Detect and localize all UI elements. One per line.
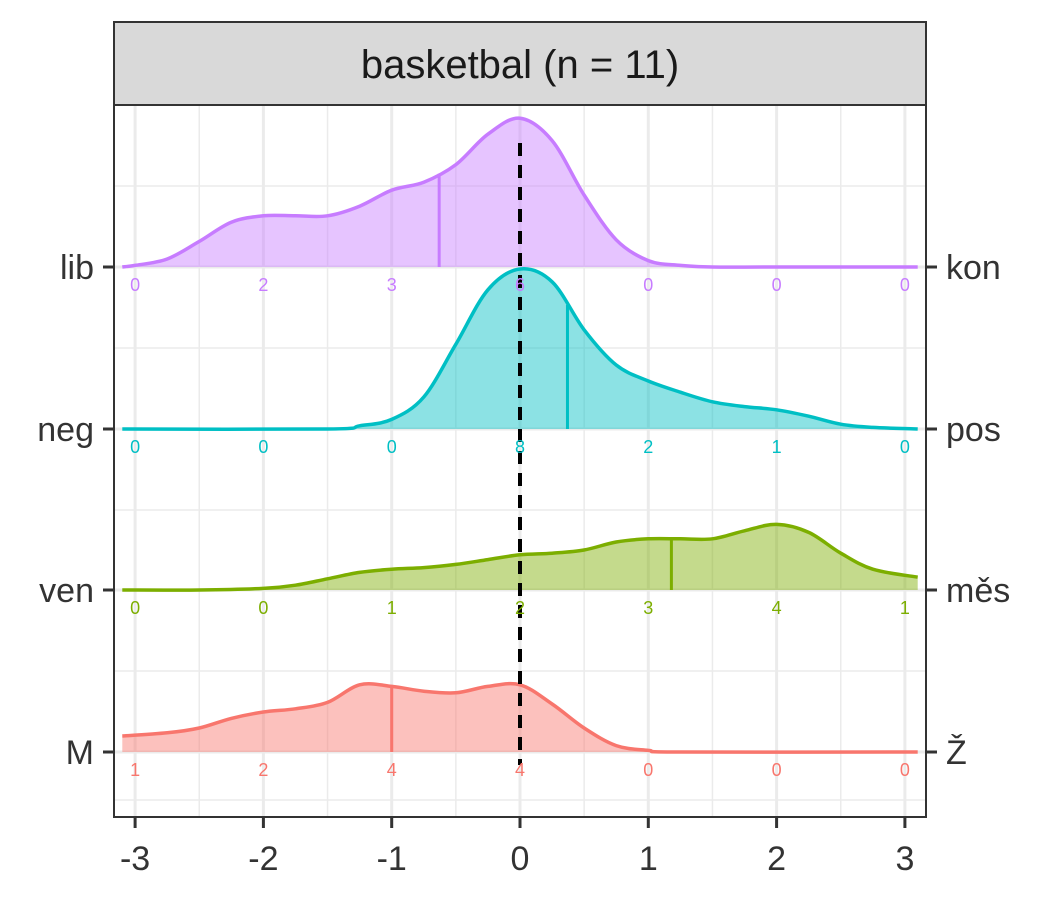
y-tick-label-left: ven (39, 572, 94, 610)
y-tick-label-left: lib (60, 249, 94, 287)
count-label-ven: 4 (772, 598, 782, 618)
x-tick-label: 2 (767, 840, 786, 878)
x-tick-label: -2 (248, 840, 278, 878)
x-tick-label: 0 (511, 840, 530, 878)
y-tick-label-right: pos (946, 411, 1001, 449)
count-label-M: 4 (387, 760, 397, 780)
count-label-lib: 0 (772, 275, 782, 295)
count-label-neg: 2 (643, 437, 653, 457)
y-tick-label-right: Ž (946, 734, 967, 772)
count-label-M: 2 (258, 760, 268, 780)
count-label-ven: 1 (387, 598, 397, 618)
count-label-lib: 0 (643, 275, 653, 295)
facet-strip (113, 21, 927, 106)
count-label-neg: 8 (515, 437, 525, 457)
count-label-M: 4 (515, 760, 525, 780)
count-label-lib: 6 (515, 275, 525, 295)
x-tick-label: -3 (120, 840, 150, 878)
y-tick-label-left: M (66, 734, 94, 772)
count-label-ven: 1 (900, 598, 910, 618)
count-label-lib: 2 (258, 275, 268, 295)
density-line-lib (122, 116, 918, 269)
axes: lib kon neg pos ven měs M Ž -3 -2 -1 0 1 2 3 (37, 249, 1010, 878)
count-label-ven: 3 (643, 598, 653, 618)
density-line-M (122, 681, 918, 754)
count-label-M: 0 (643, 760, 653, 780)
count-label-ven: 2 (515, 598, 525, 618)
density-line-neg (122, 267, 918, 431)
density-line-ven (122, 522, 918, 592)
count-label-ven: 0 (258, 598, 268, 618)
count-label-neg: 0 (130, 437, 140, 457)
count-label-lib: 0 (900, 275, 910, 295)
count-label-neg: 0 (387, 437, 397, 457)
y-tick-label-right: kon (946, 249, 1001, 287)
count-label-neg: 1 (772, 437, 782, 457)
count-label-lib: 3 (387, 275, 397, 295)
count-label-ven: 0 (130, 598, 140, 618)
x-tick-label: 1 (639, 840, 658, 878)
x-tick-label: 3 (895, 840, 914, 878)
count-label-neg: 0 (900, 437, 910, 457)
count-label-M: 1 (130, 760, 140, 780)
count-label-lib: 0 (130, 275, 140, 295)
y-tick-label-left: neg (37, 411, 94, 449)
y-tick-label-right: měs (946, 572, 1010, 610)
facet-title: basketbal (n = 11) (361, 43, 679, 87)
x-tick-label: -1 (377, 840, 407, 878)
count-label-M: 0 (900, 760, 910, 780)
count-label-neg: 0 (258, 437, 268, 457)
count-labels: 0 2 3 6 0 0 0 0 0 0 8 2 1 0 0 0 1 2 3 4 1 1 2 4 4 0 0 0 (130, 275, 910, 780)
density-area-ven (122, 524, 918, 591)
count-label-M: 0 (772, 760, 782, 780)
